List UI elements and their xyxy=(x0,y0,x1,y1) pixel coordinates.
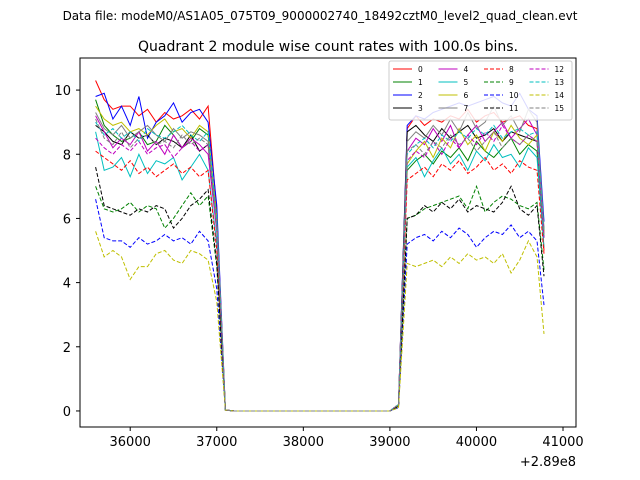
legend-label-13: 13 xyxy=(555,78,565,87)
x-tick-label: 36000 xyxy=(110,435,151,450)
series-line-10 xyxy=(95,199,545,412)
plot-area-frame xyxy=(79,57,577,428)
series-line-4 xyxy=(95,115,545,412)
y-axis: 0 2 4 6 8 10 xyxy=(54,84,80,420)
legend-label-0: 0 xyxy=(418,65,423,74)
legend-label-8: 8 xyxy=(509,65,514,74)
legend-label-5: 5 xyxy=(464,78,469,87)
x-tick-label: 37000 xyxy=(196,435,237,450)
series-line-12 xyxy=(95,124,545,412)
x-tick-label: 38000 xyxy=(283,435,324,450)
legend-label-6: 6 xyxy=(464,91,469,100)
chart-suptitle: Data file: modeM0/AS1A05_075T09_90000027… xyxy=(63,9,578,23)
legend-label-15: 15 xyxy=(555,104,565,113)
y-tick-label: 0 xyxy=(63,405,71,420)
y-tick-label: 2 xyxy=(63,341,71,356)
series-line-8 xyxy=(95,150,545,412)
legend-label-10: 10 xyxy=(509,91,519,100)
legend-label-4: 4 xyxy=(464,65,469,74)
x-axis: 36000 37000 38000 39000 40000 41000 xyxy=(110,427,584,450)
x-tick-label: 41000 xyxy=(542,435,583,450)
legend-label-7: 7 xyxy=(464,104,469,113)
series-line-14 xyxy=(95,231,545,412)
y-tick-label: 8 xyxy=(63,148,71,163)
series-line-0 xyxy=(95,80,545,412)
legend-box xyxy=(388,60,573,121)
series-line-3 xyxy=(95,124,545,412)
legend-label-1: 1 xyxy=(418,78,423,87)
y-tick-label: 4 xyxy=(63,277,71,292)
legend-label-14: 14 xyxy=(555,91,565,100)
legend-label-9: 9 xyxy=(509,78,514,87)
x-tick-label: 40000 xyxy=(456,435,497,450)
legend-label-12: 12 xyxy=(555,65,565,74)
series-layer xyxy=(95,80,545,412)
series-line-15 xyxy=(95,118,545,412)
series-line-1 xyxy=(95,99,545,412)
y-tick-label: 10 xyxy=(54,84,71,99)
legend-label-11: 11 xyxy=(509,104,519,113)
series-line-13 xyxy=(95,121,545,412)
x-offset-label: +2.89e8 xyxy=(520,455,576,470)
legend-label-3: 3 xyxy=(418,104,423,113)
x-tick-label: 39000 xyxy=(369,435,410,450)
y-tick-label: 6 xyxy=(63,212,71,227)
series-line-9 xyxy=(95,184,545,412)
series-line-5 xyxy=(95,131,545,412)
series-line-11 xyxy=(95,166,545,412)
chart-title: Quadrant 2 module wise count rates with … xyxy=(138,39,518,55)
legend-label-2: 2 xyxy=(418,91,423,100)
